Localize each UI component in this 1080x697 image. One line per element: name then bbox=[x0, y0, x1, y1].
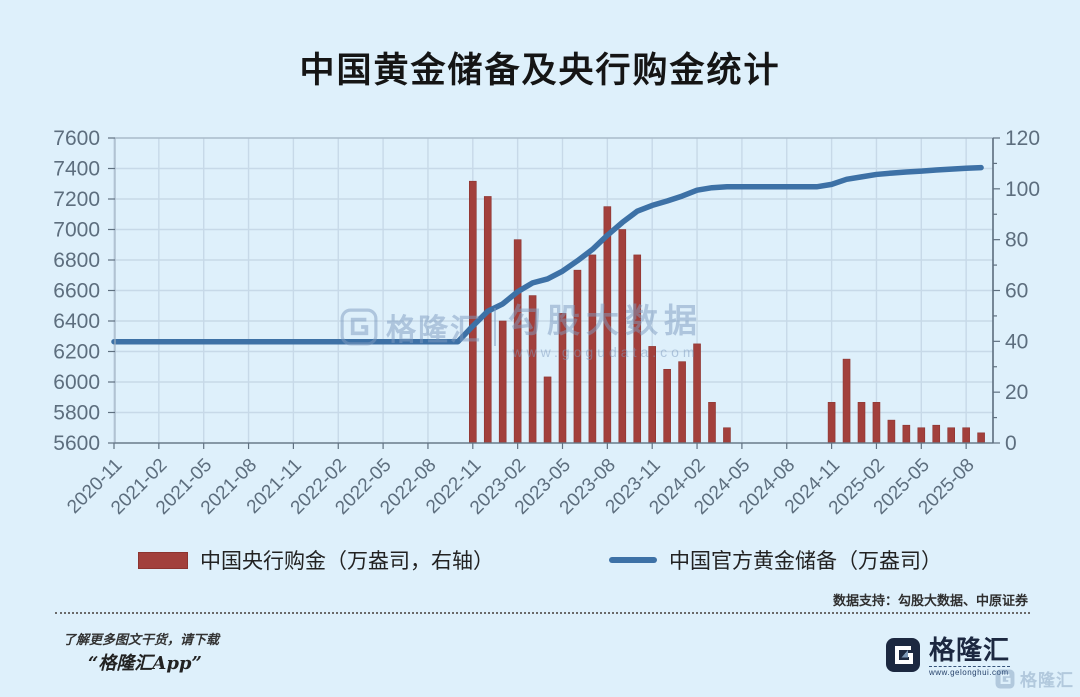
svg-text:5600: 5600 bbox=[53, 432, 100, 455]
legend: 中国央行购金（万盎司，右轴） 中国官方黄金储备（万盎司） bbox=[0, 545, 1080, 575]
svg-text:40: 40 bbox=[1005, 330, 1028, 353]
dotted-separator bbox=[55, 612, 1030, 614]
legend-bar-swatch-icon bbox=[138, 551, 188, 569]
grid-layer bbox=[113, 137, 993, 444]
legend-line-swatch-icon bbox=[609, 557, 657, 563]
legend-item-bar: 中国央行购金（万盎司，右轴） bbox=[138, 545, 494, 575]
svg-text:60: 60 bbox=[1005, 280, 1028, 303]
svg-text:80: 80 bbox=[1005, 229, 1028, 252]
svg-text:5800: 5800 bbox=[53, 402, 100, 425]
svg-text:20: 20 bbox=[1005, 381, 1028, 404]
legend-bar-label: 中国央行购金（万盎司，右轴） bbox=[200, 549, 494, 573]
corner-watermark: 格隆汇 bbox=[995, 666, 1074, 691]
svg-text:0: 0 bbox=[1005, 432, 1017, 455]
logo-wordmark: 格隆汇 bbox=[928, 635, 1010, 665]
svg-text:7000: 7000 bbox=[53, 219, 100, 242]
axes-layer bbox=[108, 137, 1000, 449]
corner-watermark-text: 格隆汇 bbox=[1020, 671, 1074, 690]
data-source-credit: 数据支持：勾股大数据、中原证券 bbox=[832, 593, 1028, 608]
svg-text:6200: 6200 bbox=[53, 341, 100, 364]
chart-title: 中国黄金储备及央行购金统计 bbox=[299, 51, 781, 90]
gelonghui-logo-icon bbox=[885, 638, 920, 672]
svg-text:120: 120 bbox=[1005, 127, 1040, 150]
svg-text:6600: 6600 bbox=[53, 280, 100, 303]
legend-line-label: 中国官方黄金储备（万盎司） bbox=[669, 549, 942, 573]
gelonghui-logo: 格隆汇 www.gelonghui.com bbox=[885, 635, 1010, 678]
svg-text:7600: 7600 bbox=[53, 127, 100, 150]
line-layer bbox=[111, 164, 984, 345]
corner-watermark-icon bbox=[995, 669, 1015, 688]
svg-text:6000: 6000 bbox=[53, 371, 100, 394]
promo-text-line2: “格隆汇App” bbox=[88, 653, 202, 674]
svg-text:100: 100 bbox=[1005, 178, 1040, 201]
promo-text-line1: 了解更多图文干货，请下载 bbox=[63, 633, 220, 648]
legend-item-line: 中国官方黄金储备（万盎司） bbox=[609, 545, 942, 575]
tick-labels-layer: 7600 7400 7200 7000 6800 6600 6400 6200 6000 5800… bbox=[53, 127, 1040, 519]
svg-text:7400: 7400 bbox=[53, 158, 100, 181]
bars-layer bbox=[468, 180, 985, 444]
svg-text:7200: 7200 bbox=[53, 188, 100, 211]
svg-text:6800: 6800 bbox=[53, 249, 100, 272]
logo-url: www.gelonghui.com bbox=[928, 666, 1010, 678]
svg-text:6400: 6400 bbox=[53, 310, 100, 333]
